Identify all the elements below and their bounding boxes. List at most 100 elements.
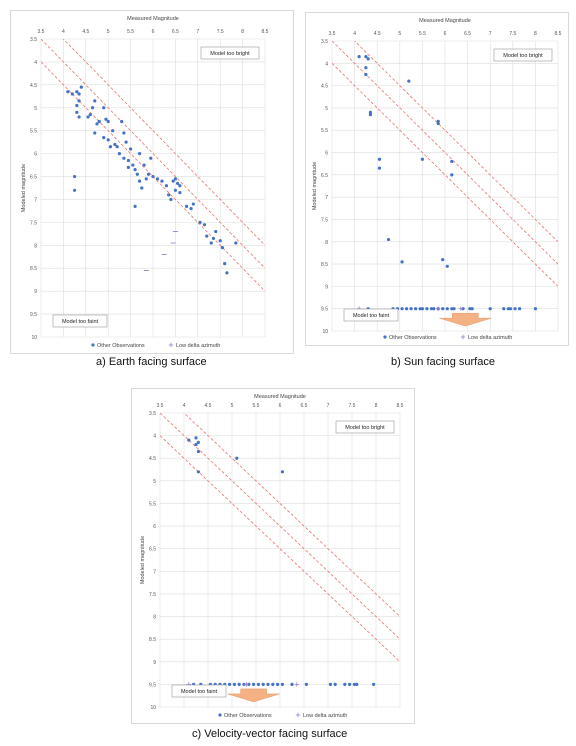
- data-point: [155, 177, 160, 181]
- data-point: [115, 145, 119, 149]
- data-point: [271, 682, 275, 686]
- data-point: [450, 173, 454, 177]
- legend-label-other: Other Observations: [97, 343, 145, 349]
- data-point: [79, 85, 83, 89]
- x-tick-label: 7.5: [509, 31, 516, 37]
- x-tick-label: 5.5: [127, 29, 134, 35]
- data-point: [144, 177, 148, 181]
- scatter-plot-earth: Measured Magnitude 3.5 4 4.5 5 5.5 6 6.5 7 7.5 8 8.…: [21, 16, 269, 349]
- data-point: [333, 682, 337, 686]
- data-point: [133, 204, 137, 208]
- y-tick-label: 4: [325, 61, 328, 67]
- grid: [40, 38, 266, 338]
- data-point: [124, 140, 128, 144]
- data-point: [420, 307, 424, 311]
- data-point: [256, 682, 260, 686]
- legend-label-other: Other Observations: [224, 713, 272, 719]
- data-point: [436, 119, 440, 123]
- data-point: [104, 117, 108, 121]
- model-too-bright-label: Model too bright: [503, 53, 543, 59]
- x-tick-label: 5: [107, 29, 110, 35]
- arrow-down-icon: [227, 688, 280, 703]
- data-point: [111, 129, 115, 133]
- y-tick-label: 5: [325, 106, 328, 112]
- data-point: [196, 449, 200, 454]
- x-tick-label: 8: [241, 29, 244, 35]
- y-tick-label: 7: [153, 569, 156, 575]
- data-point: [247, 682, 251, 686]
- data-point: [164, 184, 169, 188]
- y-tick-label: 8.5: [321, 262, 328, 268]
- caption-earth: a) Earth facing surface: [96, 356, 207, 368]
- data-point: [75, 110, 79, 114]
- data-point: [173, 177, 177, 181]
- legend-label-low: Low delta azimuth: [468, 335, 512, 341]
- y-tick-label: 4.5: [321, 84, 328, 90]
- data-point: [470, 307, 474, 311]
- data-point: [414, 307, 418, 311]
- data-point: [400, 307, 404, 311]
- y-tick-label: 5.5: [149, 501, 156, 507]
- data-point: [513, 307, 517, 311]
- model-too-bright-box: [493, 48, 553, 62]
- data-point: [137, 152, 142, 156]
- data-point: [502, 307, 506, 311]
- legend-label-low: Low delta azimuth: [303, 713, 347, 719]
- data-point: [173, 188, 177, 192]
- y-tick-label: 6.5: [321, 173, 328, 179]
- x-tick-label: 6.5: [172, 29, 179, 35]
- data-point: [73, 174, 77, 179]
- y-tick-label: 7.5: [149, 592, 156, 598]
- data-point: [418, 307, 422, 311]
- data-point: [90, 106, 95, 110]
- data-point: [122, 131, 126, 135]
- x-tick-label: 4: [183, 403, 186, 409]
- data-point: [191, 202, 195, 206]
- data-point: [171, 179, 175, 183]
- data-point: [343, 682, 347, 686]
- data-point: [137, 179, 142, 183]
- x-tick-label: 3.5: [157, 403, 164, 409]
- y-axis-title: Modeled magnitude: [140, 536, 146, 584]
- data-point: [117, 152, 121, 156]
- reference-line: [354, 41, 558, 243]
- data-point: [232, 682, 236, 686]
- arrow-down-icon: [439, 312, 492, 327]
- data-point: [266, 682, 270, 686]
- data-point: [234, 241, 238, 245]
- data-point: [151, 174, 155, 179]
- data-point: [280, 470, 284, 474]
- y-tick-label: 10: [150, 705, 156, 711]
- data-point: [441, 258, 445, 262]
- model-too-bright-box: [335, 420, 395, 434]
- x-tick-label: 3.5: [329, 31, 336, 37]
- data-point: [377, 166, 382, 170]
- data-point: [432, 307, 436, 311]
- data-point: [450, 159, 454, 164]
- legend-label-other: Other Observations: [389, 335, 437, 341]
- data-point: [220, 246, 225, 250]
- data-point: [235, 456, 239, 460]
- data-point: [196, 470, 200, 474]
- grid: [159, 412, 401, 708]
- y-tick-label: 6: [325, 151, 328, 157]
- x-tick-label: 6: [279, 403, 282, 409]
- y-tick-label: 7: [325, 195, 328, 201]
- data-point: [218, 239, 222, 243]
- y-tick-label: 5.5: [30, 129, 37, 135]
- data-point-low-azimuth: [244, 682, 249, 687]
- legend-marker-other: [218, 713, 222, 717]
- data-point: [368, 113, 373, 117]
- model-too-faint-label: Model too faint: [181, 689, 218, 695]
- y-tick-label: 9: [325, 284, 328, 290]
- model-too-faint-box: [52, 314, 108, 328]
- data-point: [70, 92, 74, 96]
- data-point: [131, 163, 135, 167]
- data-point: [436, 121, 440, 126]
- data-point: [120, 119, 124, 124]
- y-tick-label: 8: [34, 243, 37, 249]
- data-point: [461, 307, 465, 311]
- y-tick-label: 8: [325, 240, 328, 246]
- x-tick-label: 4.5: [374, 31, 381, 37]
- y-tick-label: 9: [34, 289, 37, 295]
